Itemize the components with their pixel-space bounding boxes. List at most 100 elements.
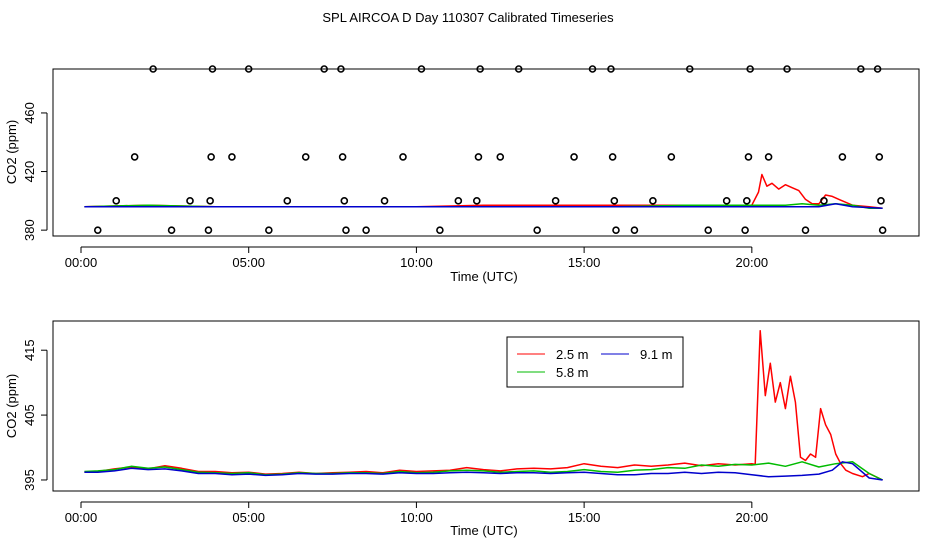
- data-point: [838, 153, 847, 161]
- data-point: [399, 153, 407, 161]
- data-point: [607, 65, 615, 73]
- data-point: [533, 226, 541, 234]
- x-axis-top: 00:00 05:00 10:00 15:00 20:00: [65, 246, 769, 270]
- x-tick-label: 20:00: [736, 255, 769, 270]
- data-point: [608, 153, 617, 161]
- series-line-9-1-m: [84, 461, 883, 481]
- y-axis-bottom: 395 405 415: [22, 339, 48, 491]
- data-point: [167, 226, 176, 234]
- series-line-9-1-m: [84, 203, 883, 209]
- x-tick-label: 05:00: [232, 510, 265, 525]
- plot-frame-bottom: [52, 320, 920, 492]
- data-point: [436, 226, 444, 234]
- data-point: [301, 153, 310, 161]
- y-axis-title-top: CO2 (ppm): [4, 120, 19, 184]
- x-tick-label: 00:00: [65, 510, 98, 525]
- data-point: [265, 226, 273, 234]
- data-point: [741, 226, 749, 234]
- data-point: [685, 65, 694, 73]
- data-point: [649, 197, 657, 205]
- data-point: [228, 153, 236, 161]
- x-axis-bottom: 00:00 05:00 10:00 15:00 20:00: [65, 501, 769, 525]
- data-point: [746, 65, 754, 73]
- data-point: [342, 226, 350, 234]
- series-group-bottom: [84, 329, 883, 481]
- data-point: [514, 65, 523, 73]
- data-point: [588, 65, 597, 73]
- x-tick-label: 05:00: [232, 255, 265, 270]
- y-tick-label: 395: [22, 469, 37, 491]
- data-point: [130, 153, 139, 161]
- chart-title: SPL AIRCOA D Day 110307 Calibrated Times…: [322, 10, 614, 25]
- data-point: [149, 65, 157, 73]
- y-tick-label: 380: [22, 219, 37, 241]
- data-point: [801, 226, 810, 234]
- data-point: [112, 197, 121, 205]
- y-tick-label: 460: [22, 102, 37, 124]
- data-point: [667, 153, 676, 161]
- data-point: [208, 65, 217, 73]
- data-point: [570, 153, 578, 161]
- data-point: [630, 226, 639, 234]
- y-tick-label: 415: [22, 339, 37, 361]
- legend-label-5-8m: 5.8 m: [556, 365, 589, 380]
- data-point: [337, 65, 345, 73]
- data-point: [207, 153, 215, 161]
- data-point: [206, 197, 214, 205]
- data-point: [744, 153, 753, 161]
- x-tick-label: 10:00: [400, 255, 433, 270]
- x-axis-title-top: Time (UTC): [450, 269, 517, 284]
- y-axis-title-bottom: CO2 (ppm): [4, 374, 19, 438]
- series-group-top: [84, 173, 883, 209]
- data-point: [204, 226, 213, 234]
- data-point: [244, 65, 253, 73]
- chart-panel-top: 00:00 05:00 10:00 15:00 20:00 380 420 460 Time…: [4, 65, 920, 284]
- x-tick-label: 10:00: [400, 510, 433, 525]
- data-point: [474, 153, 483, 161]
- data-point: [612, 226, 620, 234]
- x-axis-title-bottom: Time (UTC): [450, 523, 517, 538]
- legend-box: [506, 336, 684, 388]
- data-point: [476, 65, 484, 73]
- data-point: [340, 197, 349, 205]
- x-tick-label: 20:00: [736, 510, 769, 525]
- data-point: [878, 226, 887, 234]
- plot-frame-top: [52, 68, 920, 237]
- legend-label-9-1m: 9.1 m: [640, 347, 673, 362]
- data-point: [454, 197, 463, 205]
- data-point: [496, 153, 505, 161]
- y-axis-top: 380 420 460: [22, 102, 48, 241]
- data-point: [875, 153, 884, 161]
- data-point: [877, 197, 885, 205]
- legend-label-2-5m: 2.5 m: [556, 347, 589, 362]
- x-tick-label: 15:00: [568, 255, 601, 270]
- y-tick-label: 405: [22, 404, 37, 426]
- data-point: [338, 153, 347, 161]
- chart-panel-bottom: 00:00 05:00 10:00 15:00 20:00 395 405 415 Time…: [4, 320, 920, 538]
- data-point: [380, 197, 389, 205]
- legend: 2.5 m 5.8 m 9.1 m: [506, 336, 684, 388]
- data-point: [704, 226, 713, 234]
- data-point: [417, 65, 426, 73]
- data-point: [764, 153, 773, 161]
- data-point: [610, 197, 619, 205]
- data-point: [362, 226, 370, 234]
- data-point: [743, 197, 751, 205]
- data-point: [820, 197, 828, 205]
- data-point: [551, 197, 560, 205]
- data-point: [93, 226, 102, 234]
- data-point: [320, 65, 328, 73]
- data-point: [722, 197, 731, 205]
- data-point: [472, 197, 481, 205]
- data-point: [873, 65, 882, 73]
- y-tick-label: 420: [22, 161, 37, 183]
- data-point: [186, 197, 194, 205]
- data-point: [857, 65, 865, 73]
- points-group-top: [93, 65, 887, 234]
- data-point: [783, 65, 791, 73]
- x-tick-label: 00:00: [65, 255, 98, 270]
- x-tick-label: 15:00: [568, 510, 601, 525]
- data-point: [283, 197, 292, 205]
